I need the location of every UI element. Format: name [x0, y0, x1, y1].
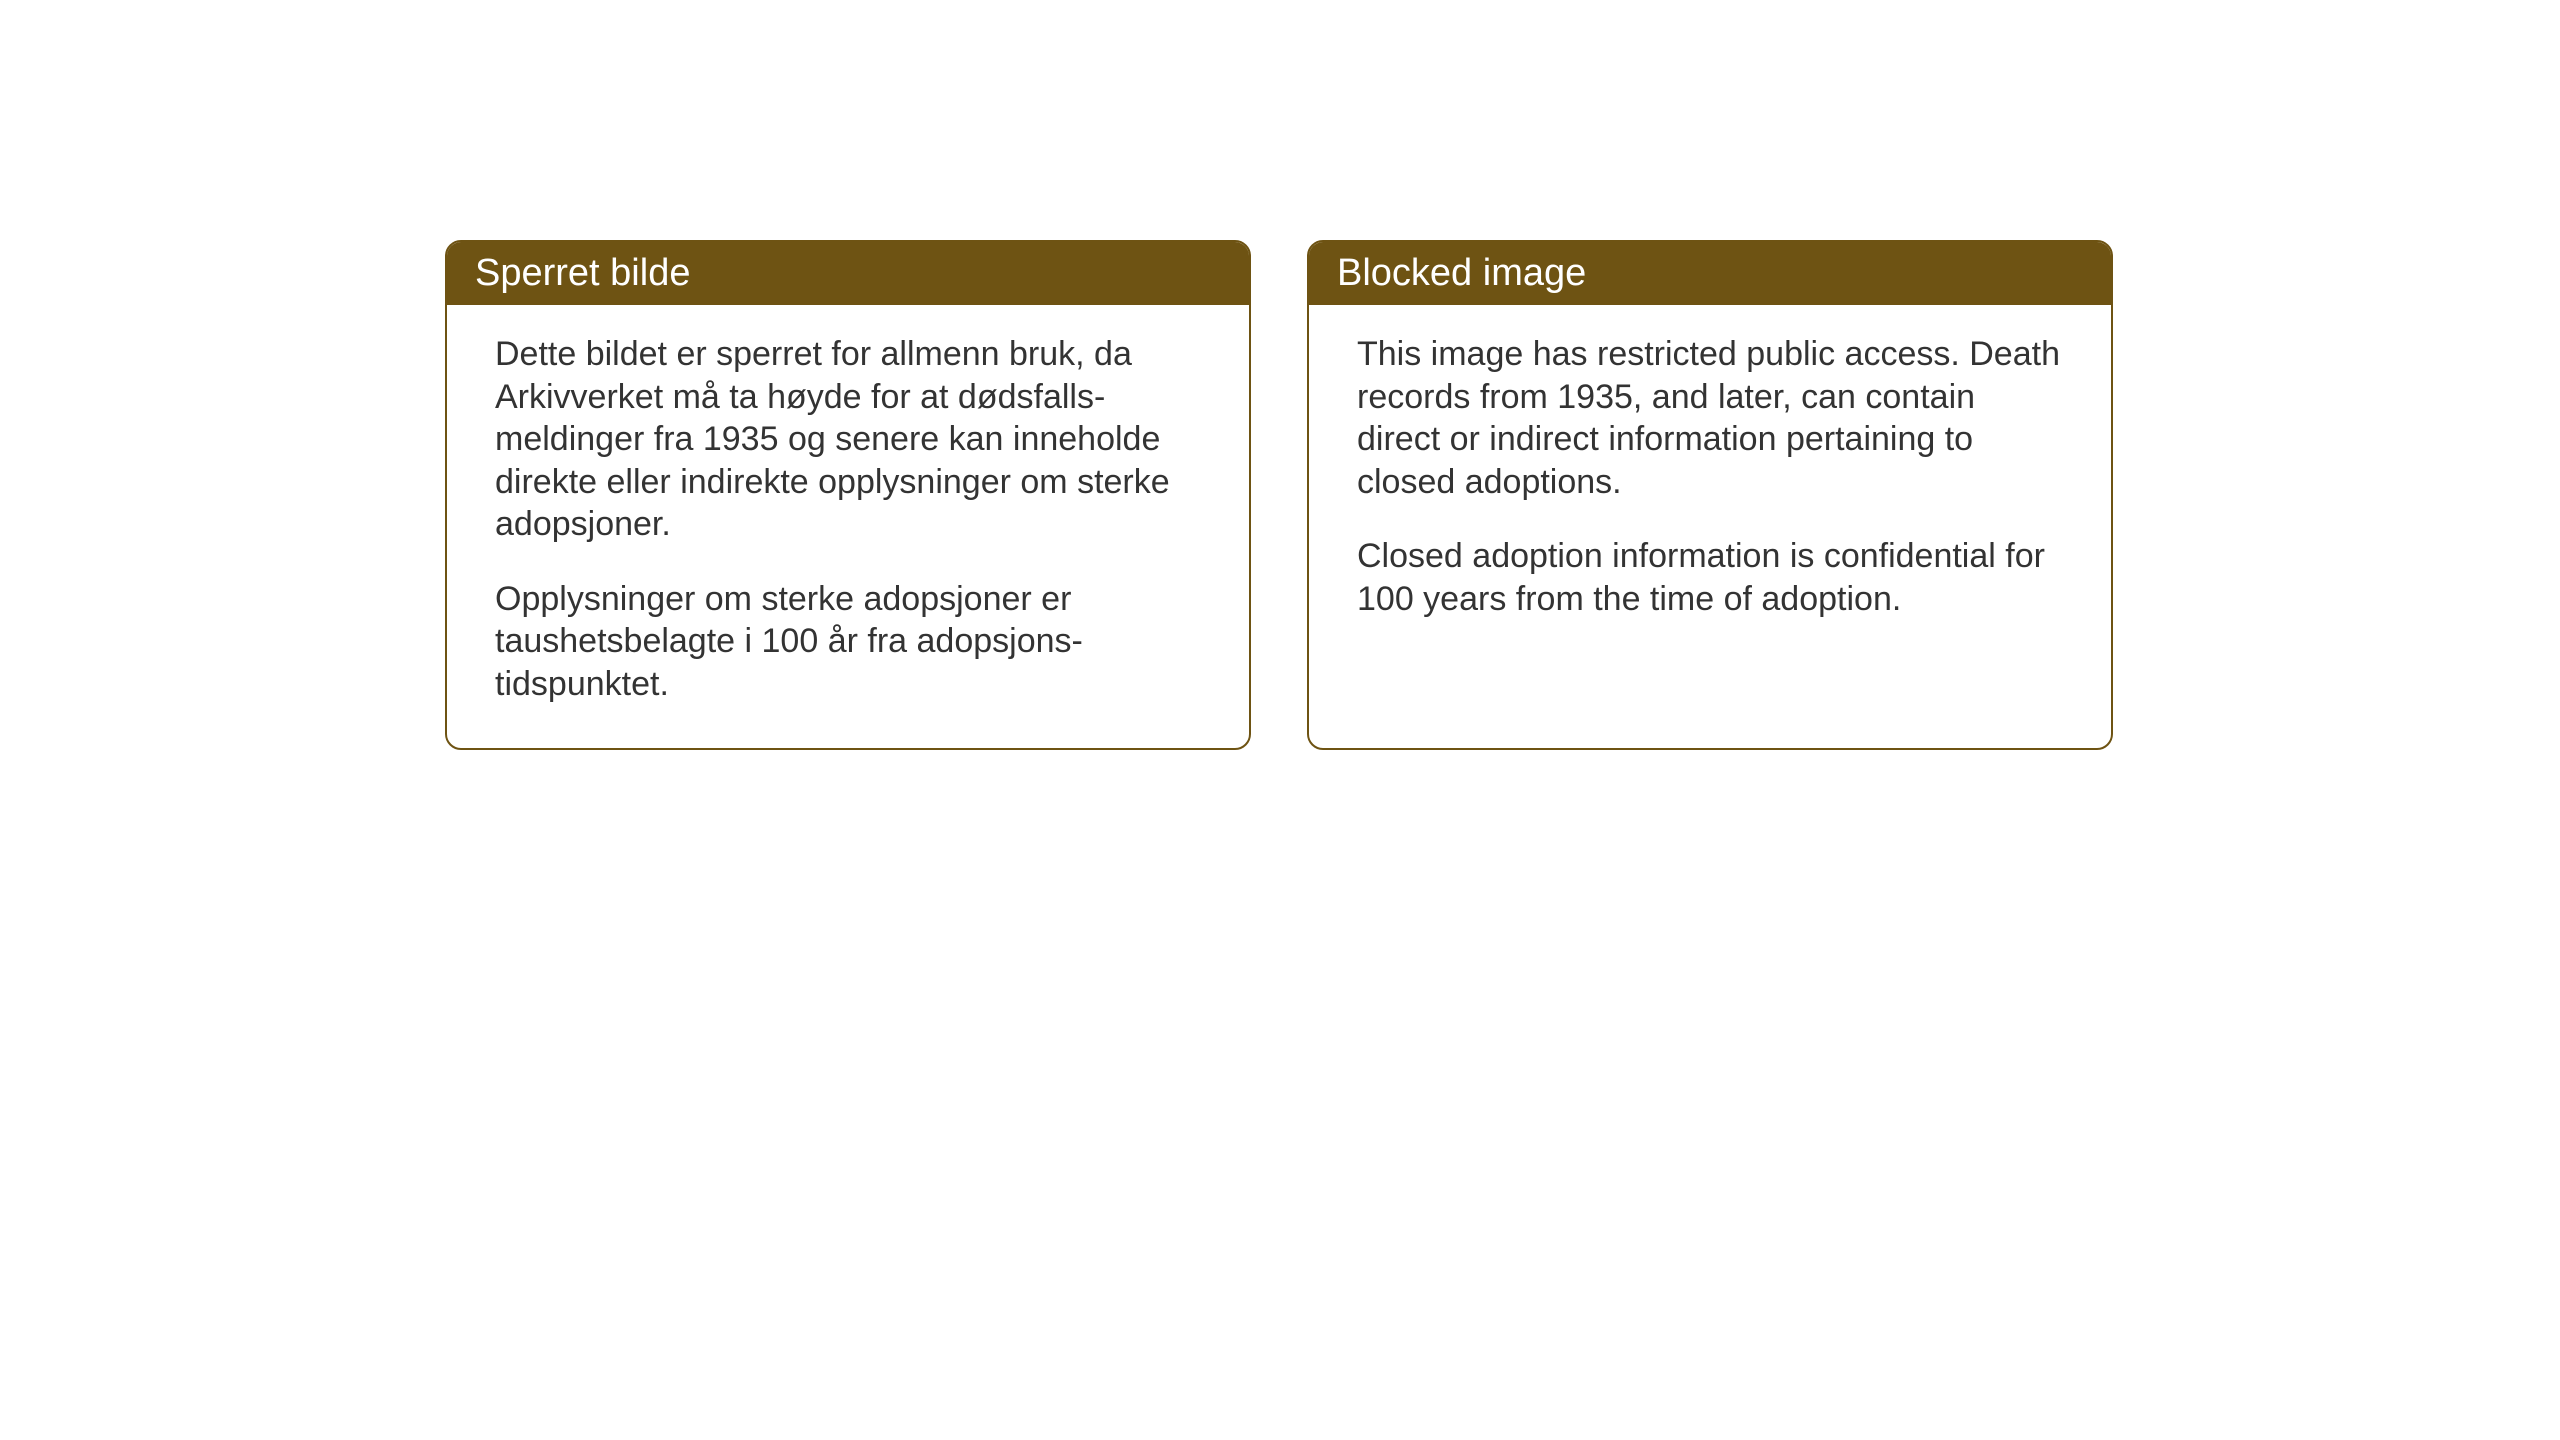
notice-body-english: This image has restricted public access.…	[1309, 305, 2111, 656]
notice-header-english: Blocked image	[1309, 242, 2111, 305]
notice-paragraph-2-norwegian: Opplysninger om sterke adopsjoner er tau…	[495, 578, 1201, 706]
notice-paragraph-2-english: Closed adoption information is confident…	[1357, 535, 2063, 620]
notice-container: Sperret bilde Dette bildet er sperret fo…	[445, 240, 2113, 750]
notice-paragraph-1-english: This image has restricted public access.…	[1357, 333, 2063, 503]
notice-body-norwegian: Dette bildet er sperret for allmenn bruk…	[447, 305, 1249, 741]
notice-header-norwegian: Sperret bilde	[447, 242, 1249, 305]
notice-box-english: Blocked image This image has restricted …	[1307, 240, 2113, 750]
notice-paragraph-1-norwegian: Dette bildet er sperret for allmenn bruk…	[495, 333, 1201, 546]
notice-box-norwegian: Sperret bilde Dette bildet er sperret fo…	[445, 240, 1251, 750]
